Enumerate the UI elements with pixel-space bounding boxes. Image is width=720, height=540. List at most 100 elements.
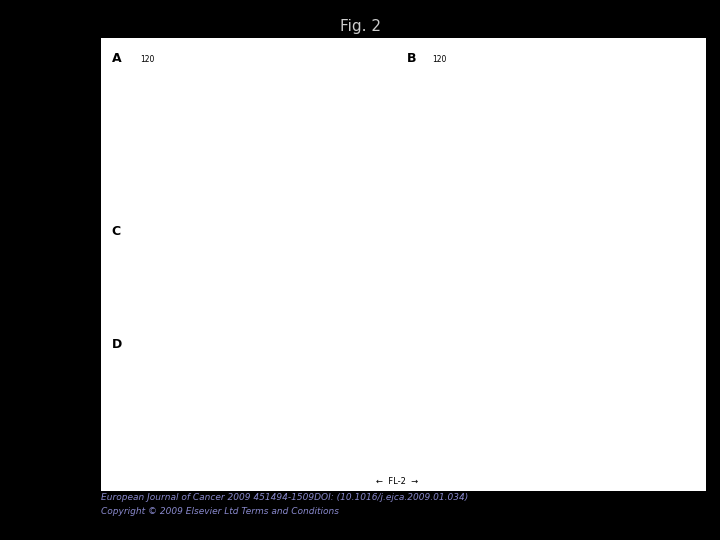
Point xyxy=(158,332,169,340)
Text: European Journal of Cancer 2009 451494-1509DOI: (10.1016/j.ejca.2009.01.034): European Journal of Cancer 2009 451494-1… xyxy=(101,492,468,502)
Point xyxy=(325,336,337,345)
Point xyxy=(325,332,337,340)
Point xyxy=(324,336,336,345)
Point xyxy=(455,289,467,298)
Point xyxy=(606,338,618,346)
Point xyxy=(150,337,162,346)
Point xyxy=(334,335,346,343)
Point xyxy=(505,334,517,342)
Point xyxy=(409,260,420,269)
Title: 30μg/ml: 30μg/ml xyxy=(380,360,415,369)
Point xyxy=(152,336,163,345)
Point xyxy=(158,336,169,345)
Point xyxy=(394,259,405,267)
Point xyxy=(495,336,506,345)
Point xyxy=(332,329,343,338)
Point xyxy=(164,334,176,343)
Point xyxy=(143,335,155,343)
Point xyxy=(154,336,166,345)
Point xyxy=(156,333,167,342)
Point xyxy=(152,334,163,343)
Point xyxy=(333,332,345,341)
Point xyxy=(436,258,448,267)
Point xyxy=(251,254,262,262)
Point xyxy=(420,322,431,330)
Point xyxy=(148,338,159,346)
Point xyxy=(588,281,600,290)
Point xyxy=(224,338,235,347)
Point xyxy=(500,334,511,343)
Point xyxy=(498,335,509,344)
Point xyxy=(571,335,582,344)
Point xyxy=(167,335,179,344)
Point xyxy=(163,335,175,343)
Point xyxy=(168,334,179,343)
Point xyxy=(597,256,608,265)
Point xyxy=(387,278,399,287)
Point xyxy=(145,337,157,346)
Point xyxy=(508,334,519,343)
Point xyxy=(613,269,624,278)
Point xyxy=(371,278,382,287)
Point xyxy=(500,335,511,344)
Point xyxy=(557,307,568,315)
Point xyxy=(414,275,426,284)
Point xyxy=(498,335,510,344)
Point xyxy=(401,275,413,284)
Point xyxy=(511,335,523,344)
Point xyxy=(392,249,404,258)
Point xyxy=(502,335,513,344)
Point xyxy=(418,255,430,264)
Point xyxy=(499,336,510,345)
Point xyxy=(558,285,570,293)
Point xyxy=(428,296,440,305)
Point xyxy=(156,335,168,343)
Point xyxy=(161,336,172,345)
Point xyxy=(609,314,621,322)
Point xyxy=(611,316,623,325)
Point xyxy=(420,338,432,347)
Title: HL-60 cells: HL-60 cells xyxy=(518,60,569,70)
Point xyxy=(152,333,163,341)
Point xyxy=(425,246,436,254)
Point xyxy=(370,246,382,255)
Point xyxy=(380,246,392,254)
Point xyxy=(150,335,162,343)
Point xyxy=(605,309,616,318)
Point xyxy=(514,336,526,345)
Point xyxy=(153,335,165,343)
Point xyxy=(505,334,516,343)
Point xyxy=(383,287,395,295)
Title: 100μg/ml: 100μg/ml xyxy=(554,360,594,369)
Point xyxy=(328,335,339,343)
Point xyxy=(184,331,196,340)
Point xyxy=(323,337,334,346)
Point xyxy=(448,323,459,332)
Point xyxy=(446,279,458,287)
Point xyxy=(166,336,178,345)
Point xyxy=(149,335,161,343)
Point xyxy=(163,335,175,344)
Point xyxy=(154,333,166,342)
Point xyxy=(420,291,432,300)
Point xyxy=(382,301,393,310)
Point xyxy=(431,259,443,267)
Point xyxy=(595,302,607,310)
Point xyxy=(335,336,346,345)
Point xyxy=(590,296,601,305)
Point xyxy=(611,293,623,302)
Point xyxy=(156,335,168,343)
Point xyxy=(150,336,161,345)
Point xyxy=(448,284,459,292)
Point xyxy=(333,334,344,343)
Point xyxy=(397,276,408,285)
Point xyxy=(393,307,405,315)
Point xyxy=(418,315,430,323)
Point xyxy=(411,307,423,315)
Point xyxy=(325,335,337,344)
Point xyxy=(436,287,448,295)
Point xyxy=(150,337,161,346)
Point xyxy=(586,334,598,342)
Point xyxy=(145,334,157,342)
Point xyxy=(433,322,445,331)
